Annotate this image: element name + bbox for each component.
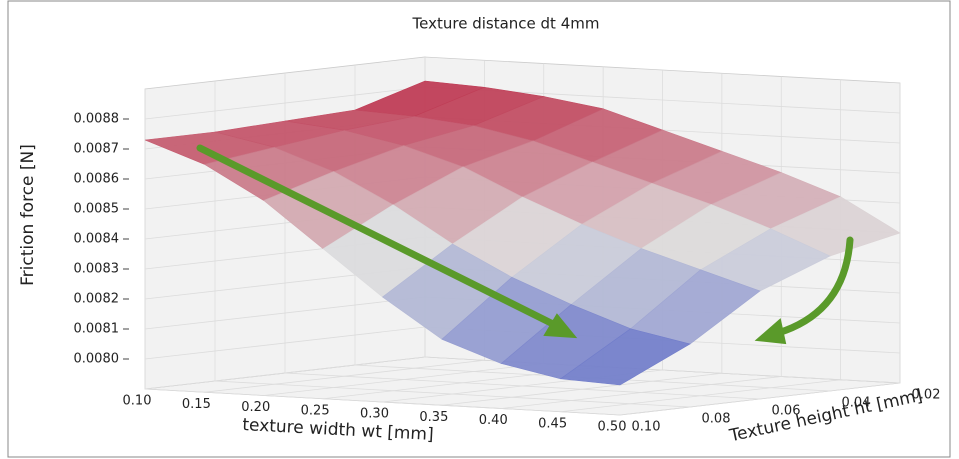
- grid-line: [144, 89, 621, 416]
- arrow: [774, 236, 854, 337]
- z-axis-label: Friction force [N]: [18, 144, 38, 286]
- x-tick-label: 0.30: [360, 407, 389, 422]
- y-tick-label: 0.10: [632, 420, 661, 435]
- arrow: [196, 144, 559, 329]
- y-tick-label: 0.02: [912, 388, 941, 403]
- z-tick-label: 0.0081: [74, 322, 120, 337]
- z-tick-label: 0.0080: [74, 352, 120, 367]
- z-tick-label: 0.0086: [74, 172, 120, 187]
- x-tick-label: 0.45: [538, 416, 567, 431]
- x-tick-label: 0.25: [301, 403, 330, 418]
- x-tick-label: 0.20: [241, 400, 270, 415]
- y-tick-label: 0.04: [842, 396, 871, 411]
- x-tick-label: 0.10: [123, 394, 152, 409]
- arrowhead: [754, 318, 787, 345]
- z-tick-label: 0.0085: [74, 202, 120, 217]
- chart-title: Texture distance dt 4mm: [412, 15, 600, 33]
- grid-line: [214, 81, 691, 408]
- x-tick-label: 0.15: [182, 397, 211, 412]
- y-tick-label: 0.06: [772, 404, 801, 419]
- arrowhead: [543, 313, 578, 339]
- x-tick-label: 0.40: [479, 413, 508, 428]
- z-tick-label: 0.0082: [74, 292, 120, 307]
- surface-patch: [559, 328, 691, 386]
- z-tick-label: 0.0084: [74, 232, 120, 247]
- tick-labels: 0.0080 0.0081 0.0082 0.0083 0.0084 0.0085 0.00…: [74, 112, 941, 435]
- x-tick-label: 0.35: [419, 410, 448, 425]
- y-tick-label: 0.08: [702, 412, 731, 427]
- x-tick-label: 0.50: [598, 420, 627, 435]
- surface: [144, 80, 901, 386]
- z-tick-label: 0.0087: [74, 142, 120, 157]
- z-tick-label: 0.0083: [74, 262, 120, 277]
- z-tick-label: 0.0088: [74, 112, 120, 127]
- trend-arrows: [196, 144, 854, 345]
